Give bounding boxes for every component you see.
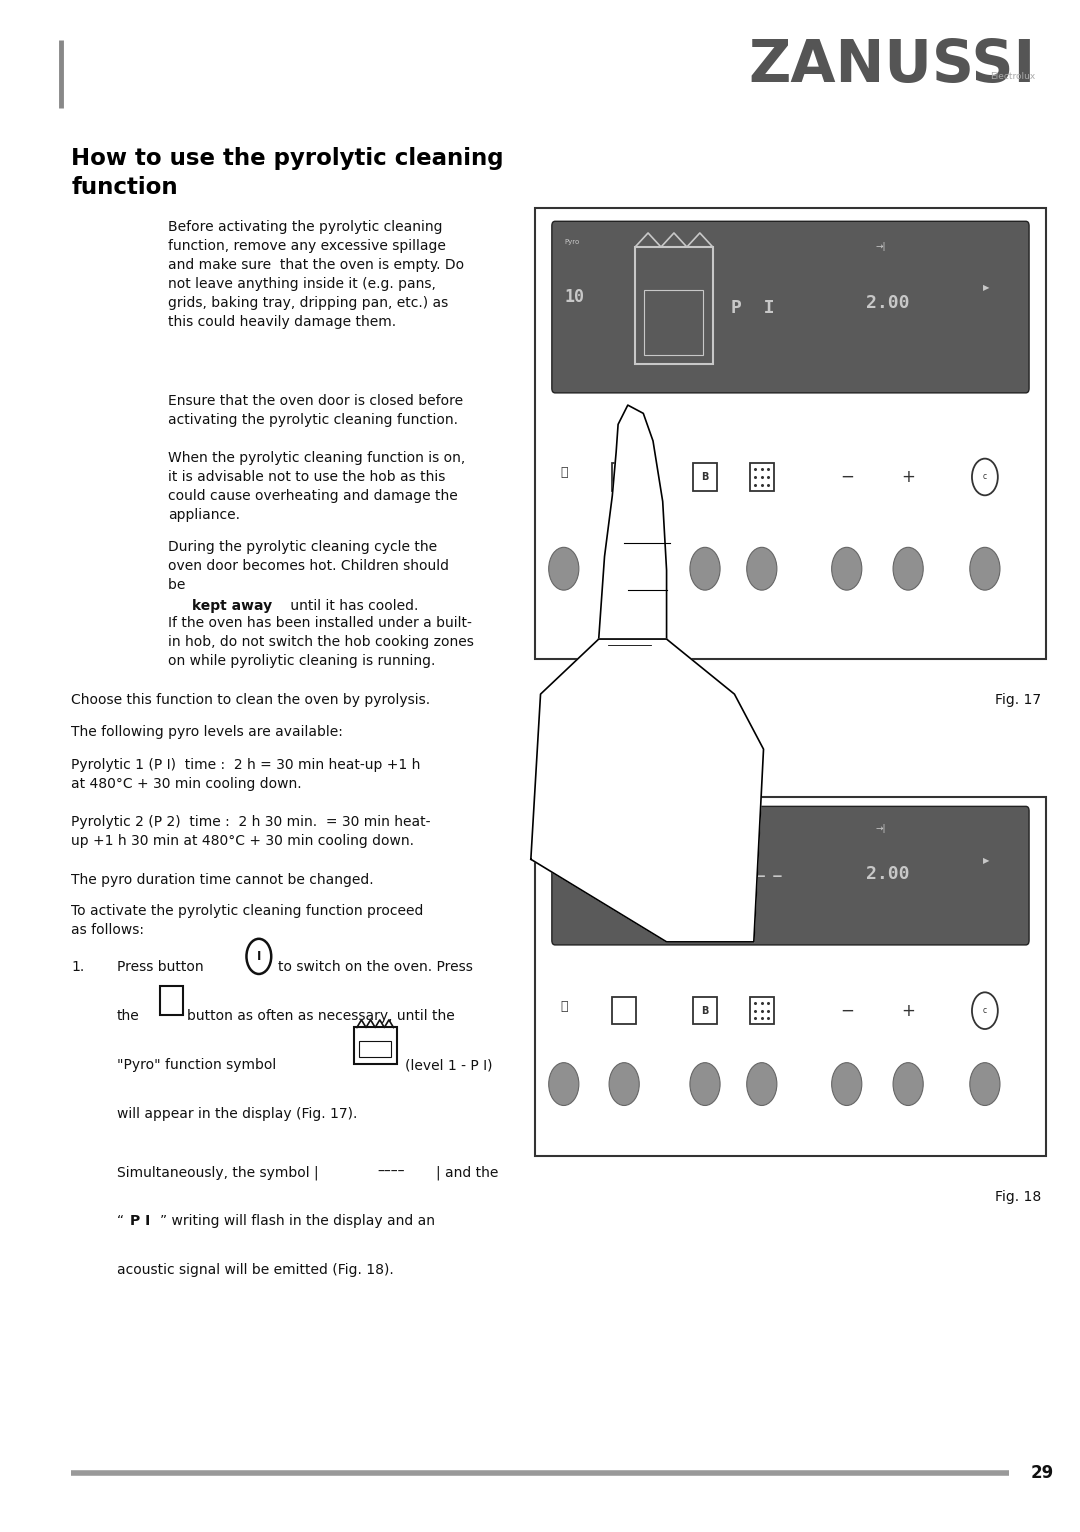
Text: c: c	[983, 1007, 987, 1016]
Text: How to use the pyrolytic cleaning
function: How to use the pyrolytic cleaning functi…	[71, 147, 504, 199]
Text: Ensure that the oven door is closed before
activating the pyrolytic cleaning fun: Ensure that the oven door is closed befo…	[168, 394, 463, 427]
Text: (level 1 - P I): (level 1 - P I)	[405, 1059, 492, 1072]
FancyBboxPatch shape	[552, 806, 1029, 945]
Text: "Pyro" function symbol: "Pyro" function symbol	[117, 1059, 275, 1072]
Circle shape	[893, 1063, 923, 1106]
Text: −: −	[840, 1002, 853, 1020]
Text: 1.: 1.	[71, 961, 84, 974]
Text: ▶: ▶	[984, 283, 990, 291]
Bar	[353, 1028, 396, 1065]
Text: ⓘ: ⓘ	[561, 466, 567, 480]
Text: Simultaneously, the symbol |: Simultaneously, the symbol |	[117, 1166, 319, 1180]
Circle shape	[746, 547, 777, 590]
Text: 29: 29	[1030, 1463, 1053, 1481]
Circle shape	[690, 547, 720, 590]
Polygon shape	[598, 404, 666, 639]
Circle shape	[832, 1063, 862, 1106]
Text: Pyro: Pyro	[565, 239, 580, 245]
Text: When the pyrolytic cleaning function is on,
it is advisable not to use the hob a: When the pyrolytic cleaning function is …	[168, 450, 465, 522]
Text: B: B	[701, 1005, 708, 1016]
Text: During the pyrolytic cleaning cycle the
oven door becomes hot. Children should
b: During the pyrolytic cleaning cycle the …	[168, 539, 449, 591]
Text: P  I: P I	[731, 299, 774, 317]
Text: button as often as necessary, until the: button as often as necessary, until the	[187, 1010, 455, 1023]
Text: I: I	[257, 950, 261, 964]
Text: If the oven has been installed under a built-
in hob, do not switch the hob cook: If the oven has been installed under a b…	[168, 616, 474, 668]
Text: →|: →|	[875, 824, 886, 833]
Text: The following pyro levels are available:: The following pyro levels are available:	[71, 725, 343, 738]
Text: Choose this function to clean the oven by pyrolysis.: Choose this function to clean the oven b…	[71, 692, 431, 706]
Text: Electrolux: Electrolux	[990, 72, 1036, 81]
Text: | and the: | and the	[435, 1166, 498, 1180]
Text: –––: –––	[647, 864, 664, 875]
Text: −: −	[840, 467, 853, 486]
Text: Pyro: Pyro	[565, 821, 580, 827]
Circle shape	[549, 1063, 579, 1106]
Text: Press button: Press button	[117, 961, 203, 974]
Text: will appear in the display (Fig. 17).: will appear in the display (Fig. 17).	[117, 1108, 357, 1121]
Text: 10: 10	[565, 859, 584, 878]
Text: Before activating the pyrolytic cleaning
function, remove any excessive spillage: Before activating the pyrolytic cleaning…	[168, 221, 464, 329]
Text: – – – –: – – – –	[724, 869, 782, 882]
Circle shape	[609, 1063, 639, 1106]
Text: acoustic signal will be emitted (Fig. 18).: acoustic signal will be emitted (Fig. 18…	[117, 1262, 393, 1278]
Text: 2.00: 2.00	[866, 294, 909, 313]
Circle shape	[970, 547, 1000, 590]
Polygon shape	[531, 639, 764, 942]
Circle shape	[970, 1063, 1000, 1106]
Circle shape	[746, 1063, 777, 1106]
Bar	[635, 247, 713, 365]
Text: the: the	[117, 1010, 139, 1023]
Circle shape	[893, 547, 923, 590]
Text: ▶: ▶	[984, 856, 990, 866]
Text: kept away: kept away	[192, 599, 272, 613]
Bar	[750, 463, 773, 490]
Text: +: +	[901, 1002, 915, 1020]
Bar	[535, 208, 1047, 659]
Text: until it has cooled.: until it has cooled.	[286, 599, 418, 613]
Bar	[612, 463, 636, 490]
Text: ” writing will flash in the display and an: ” writing will flash in the display and …	[160, 1213, 435, 1229]
Text: Pyrolytic 1 (P I)  time :  2 h = 30 min heat-up +1 h
at 480°C + 30 min cooling d: Pyrolytic 1 (P I) time : 2 h = 30 min he…	[71, 758, 421, 792]
Text: To activate the pyrolytic cleaning function proceed
as follows:: To activate the pyrolytic cleaning funct…	[71, 904, 423, 936]
Circle shape	[609, 547, 639, 590]
Text: ZANUSSI: ZANUSSI	[748, 37, 1036, 93]
Circle shape	[549, 547, 579, 590]
Text: +: +	[901, 467, 915, 486]
Text: B: B	[701, 472, 708, 483]
FancyBboxPatch shape	[552, 221, 1029, 392]
Bar	[693, 997, 717, 1025]
Bar	[535, 797, 1047, 1157]
Bar	[359, 1042, 391, 1057]
Text: P I: P I	[130, 1213, 150, 1229]
Text: to switch on the oven. Press: to switch on the oven. Press	[279, 961, 473, 974]
Bar	[160, 987, 184, 1016]
Bar	[645, 290, 703, 354]
Text: The pyro duration time cannot be changed.: The pyro duration time cannot be changed…	[71, 873, 374, 887]
Bar	[750, 997, 773, 1025]
Text: Fig. 17: Fig. 17	[995, 692, 1041, 706]
Text: 2.00: 2.00	[866, 866, 909, 884]
Text: ⓘ: ⓘ	[561, 999, 567, 1013]
Text: Fig. 18: Fig. 18	[995, 1189, 1041, 1204]
Bar	[693, 463, 717, 490]
Text: Pyrolytic 2 (P 2)  time :  2 h 30 min.  = 30 min heat-
up +1 h 30 min at 480°C +: Pyrolytic 2 (P 2) time : 2 h 30 min. = 3…	[71, 815, 431, 847]
Bar	[612, 997, 636, 1025]
Circle shape	[832, 547, 862, 590]
Text: “: “	[117, 1213, 123, 1229]
Text: 10: 10	[565, 288, 584, 305]
Circle shape	[690, 1063, 720, 1106]
Text: →|: →|	[875, 242, 886, 251]
Text: c: c	[983, 472, 987, 481]
Text: ––––: ––––	[377, 1166, 405, 1180]
